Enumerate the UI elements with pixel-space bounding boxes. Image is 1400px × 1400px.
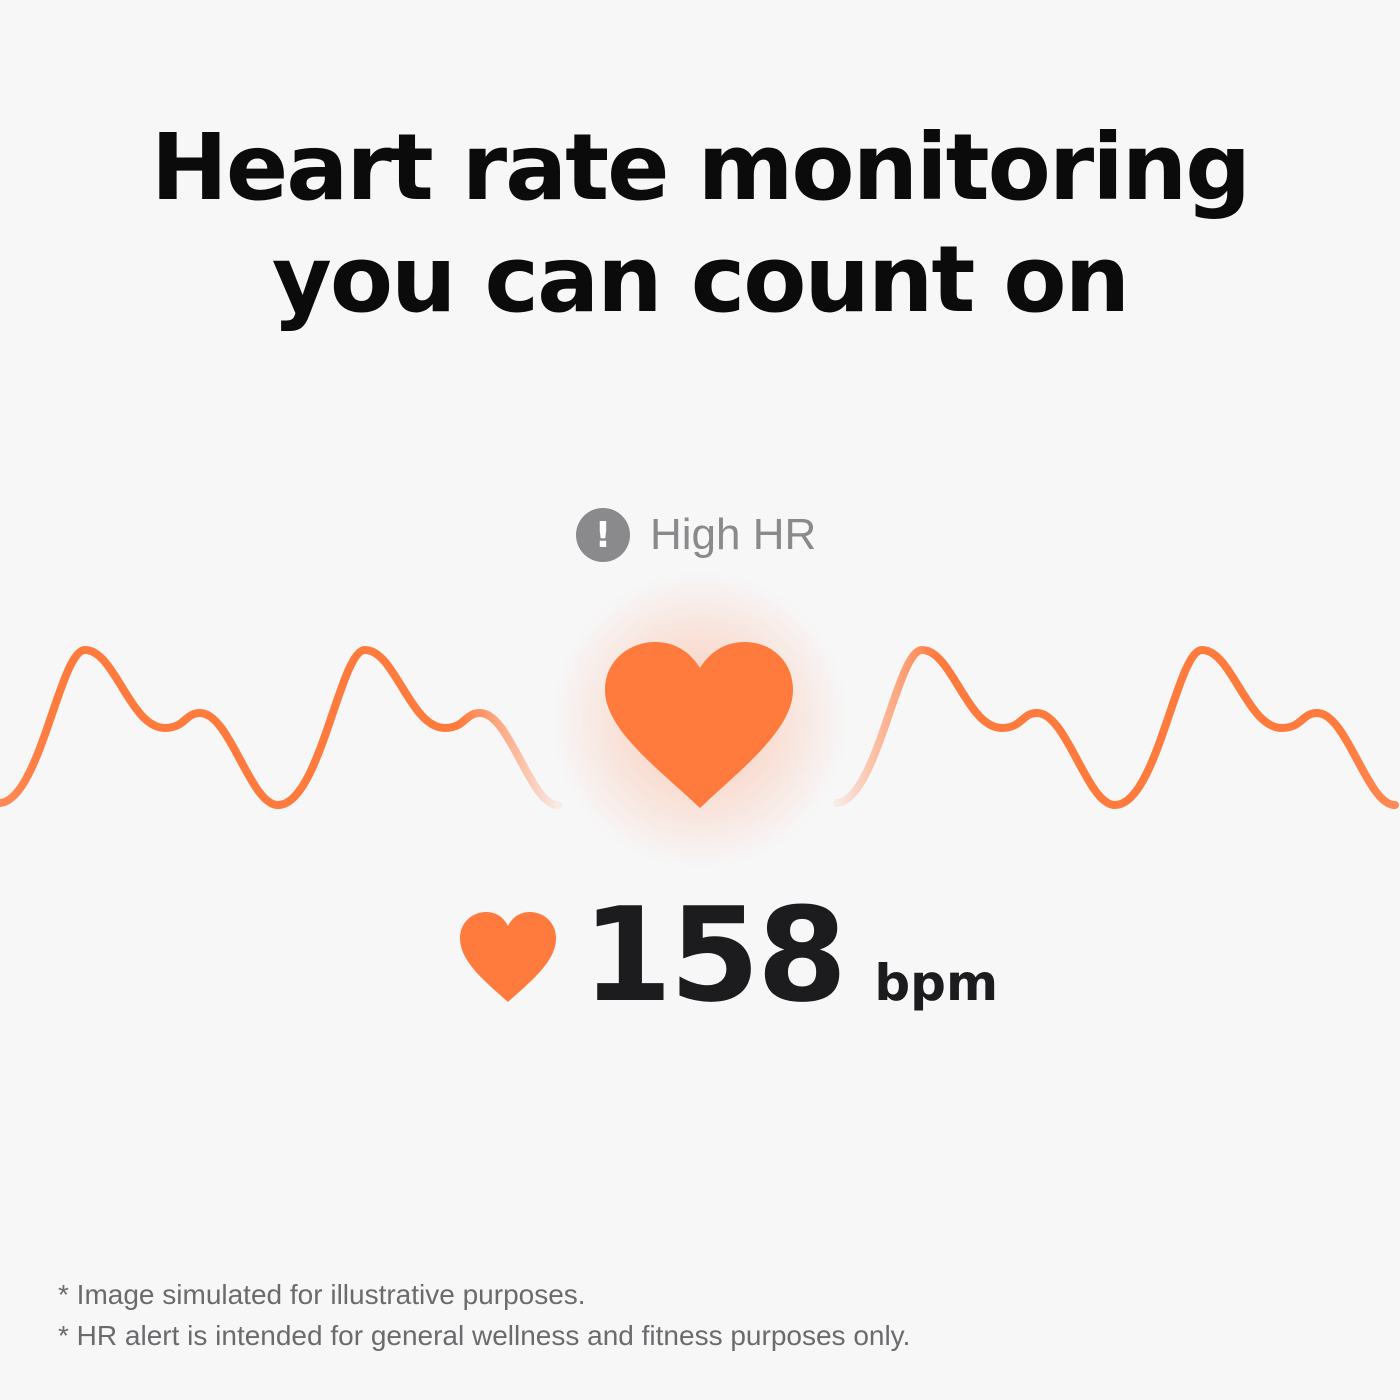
bpm-unit: bpm	[874, 954, 999, 1012]
footnote: * Image simulated for illustrative purpo…	[58, 1279, 586, 1310]
high-hr-alert: ! High HR	[576, 508, 816, 562]
footnotes: * Image simulated for illustrative purpo…	[58, 1274, 910, 1356]
heart-icon	[460, 912, 556, 1002]
headline: Heart rate monitoring you can count on	[0, 112, 1400, 336]
exclamation-circle-icon: !	[576, 508, 630, 562]
wave-left	[0, 645, 562, 810]
headline-line-1: Heart rate monitoring	[150, 114, 1251, 221]
bpm-value: 158	[582, 879, 847, 1031]
headline-line-2: you can count on	[271, 226, 1130, 333]
alert-label: High HR	[650, 510, 817, 559]
large-heart-icon	[605, 642, 793, 808]
heart-rate-readout: 158 bpm	[458, 890, 998, 1020]
footnote: * HR alert is intended for general welln…	[58, 1320, 911, 1351]
wave-right	[833, 645, 1399, 810]
